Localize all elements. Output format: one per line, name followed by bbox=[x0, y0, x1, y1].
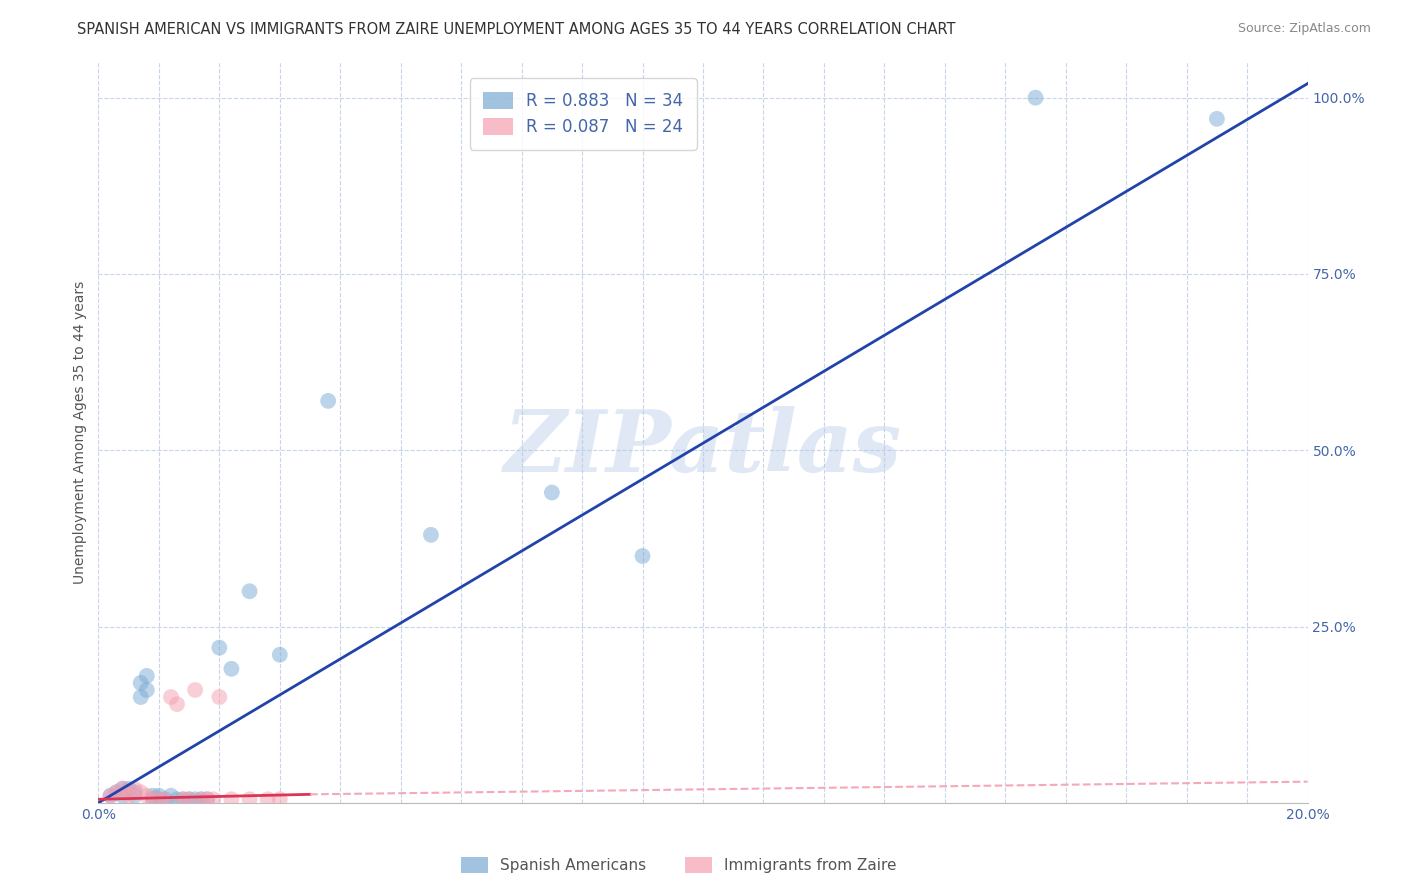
Legend: Spanish Americans, Immigrants from Zaire: Spanish Americans, Immigrants from Zaire bbox=[454, 851, 903, 880]
Point bbox=[179, 792, 201, 806]
Point bbox=[100, 789, 122, 803]
Point bbox=[124, 785, 146, 799]
Point bbox=[195, 792, 218, 806]
Point bbox=[239, 792, 262, 806]
Point bbox=[135, 789, 157, 803]
Text: ZIPatlas: ZIPatlas bbox=[503, 406, 903, 489]
Point bbox=[316, 393, 339, 408]
Point bbox=[124, 789, 146, 803]
Point bbox=[172, 792, 194, 806]
Point bbox=[239, 584, 262, 599]
Text: Source: ZipAtlas.com: Source: ZipAtlas.com bbox=[1237, 22, 1371, 36]
Point bbox=[195, 792, 218, 806]
Point bbox=[142, 792, 165, 806]
Point bbox=[142, 792, 165, 806]
Point bbox=[142, 789, 165, 803]
Point bbox=[129, 676, 152, 690]
Point bbox=[105, 785, 128, 799]
Point bbox=[166, 697, 188, 711]
Point bbox=[118, 785, 141, 799]
Y-axis label: Unemployment Among Ages 35 to 44 years: Unemployment Among Ages 35 to 44 years bbox=[73, 281, 87, 584]
Text: SPANISH AMERICAN VS IMMIGRANTS FROM ZAIRE UNEMPLOYMENT AMONG AGES 35 TO 44 YEARS: SPANISH AMERICAN VS IMMIGRANTS FROM ZAIR… bbox=[77, 22, 956, 37]
Point bbox=[208, 640, 231, 655]
Point bbox=[172, 792, 194, 806]
Point bbox=[221, 792, 243, 806]
Point bbox=[269, 792, 291, 806]
Point bbox=[118, 789, 141, 803]
Point bbox=[166, 792, 188, 806]
Point bbox=[160, 690, 183, 704]
Point bbox=[190, 792, 212, 806]
Point bbox=[129, 785, 152, 799]
Point bbox=[135, 669, 157, 683]
Point bbox=[148, 792, 170, 806]
Point bbox=[221, 662, 243, 676]
Point bbox=[160, 789, 183, 803]
Point bbox=[111, 781, 134, 796]
Point bbox=[184, 792, 207, 806]
Point bbox=[148, 792, 170, 806]
Point bbox=[153, 792, 176, 806]
Point bbox=[118, 785, 141, 799]
Point bbox=[1206, 112, 1229, 126]
Point bbox=[111, 789, 134, 803]
Point bbox=[111, 781, 134, 796]
Point bbox=[100, 789, 122, 803]
Point bbox=[118, 781, 141, 796]
Point bbox=[190, 792, 212, 806]
Point bbox=[540, 485, 562, 500]
Point bbox=[208, 690, 231, 704]
Point bbox=[184, 683, 207, 698]
Point bbox=[420, 528, 443, 542]
Point bbox=[153, 792, 176, 806]
Point bbox=[269, 648, 291, 662]
Point bbox=[631, 549, 654, 563]
Point bbox=[148, 789, 170, 803]
Point bbox=[105, 785, 128, 799]
Point bbox=[256, 792, 278, 806]
Point bbox=[179, 792, 201, 806]
Point bbox=[202, 792, 225, 806]
Point bbox=[129, 690, 152, 704]
Point bbox=[1024, 91, 1046, 105]
Point bbox=[124, 781, 146, 796]
Point bbox=[135, 683, 157, 698]
